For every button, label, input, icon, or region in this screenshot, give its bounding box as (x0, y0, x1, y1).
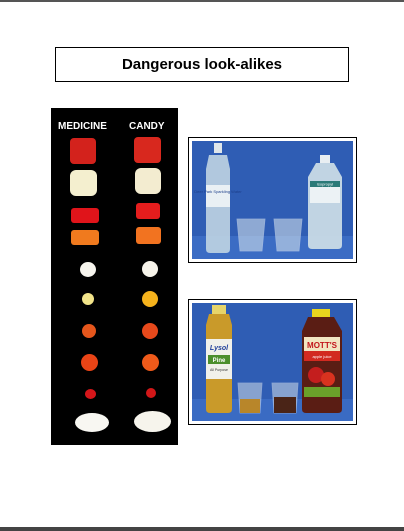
medicine-pill-red-square (70, 138, 96, 164)
candy-yellow-round (142, 291, 158, 307)
medicine-pill-orange-round (82, 324, 96, 338)
water-alcohol-photo-frame: Deer Park Sparkling Water isopropyl (188, 137, 357, 263)
lysol-pine: Pine (213, 358, 226, 364)
candy-small-red (146, 388, 156, 398)
candy-label: CANDY (129, 121, 165, 132)
water-alcohol-illustration: Deer Park Sparkling Water isopropyl (192, 141, 353, 259)
cleaner-juice-illustration: Lysol Pine All Purpose MOTT'S apple juic… (192, 303, 353, 421)
medicine-pill-red-rect (71, 208, 99, 223)
page-bottom-rule (0, 527, 404, 531)
page-title: Dangerous look-alikes (121, 56, 283, 73)
medicine-pill-cream-square (70, 170, 97, 196)
candy-red-rect (136, 203, 160, 219)
candy-redorange-round (142, 354, 159, 371)
motts-sub: apple juice (312, 354, 332, 359)
page-top-rule (0, 0, 404, 2)
candy-cream-square (135, 168, 161, 194)
candy-white-round (142, 261, 158, 277)
lysol-all-purpose: All Purpose (210, 368, 228, 372)
candy-white-oval (134, 411, 171, 432)
candy-orange-round (142, 323, 158, 339)
medicine-pill-yellow-round (82, 293, 94, 305)
medicine-pill-redorange-round (81, 354, 98, 371)
cleaner-juice-photo-frame: Lysol Pine All Purpose MOTT'S apple juic… (188, 299, 357, 425)
water-alcohol-photo: Deer Park Sparkling Water isopropyl (192, 141, 353, 259)
motts-brand: MOTT'S (307, 341, 338, 350)
medicine-candy-panel: MEDICINE CANDY (51, 108, 178, 445)
cleaner-juice-photo: Lysol Pine All Purpose MOTT'S apple juic… (192, 303, 353, 421)
medicine-pill-white-round (80, 262, 96, 277)
water-bottle-label: Deer Park Sparkling Water (194, 189, 242, 194)
candy-red-square (134, 137, 161, 163)
candy-orange-rect (136, 227, 161, 244)
medicine-pill-white-oval (75, 413, 109, 432)
medicine-label: MEDICINE (58, 121, 107, 132)
lysol-brand: Lysol (210, 345, 229, 352)
isopropyl-label: isopropyl (317, 182, 333, 187)
title-box: Dangerous look-alikes (55, 47, 349, 82)
medicine-pill-orange-rect (71, 230, 99, 245)
medicine-pill-small-red (85, 389, 96, 399)
